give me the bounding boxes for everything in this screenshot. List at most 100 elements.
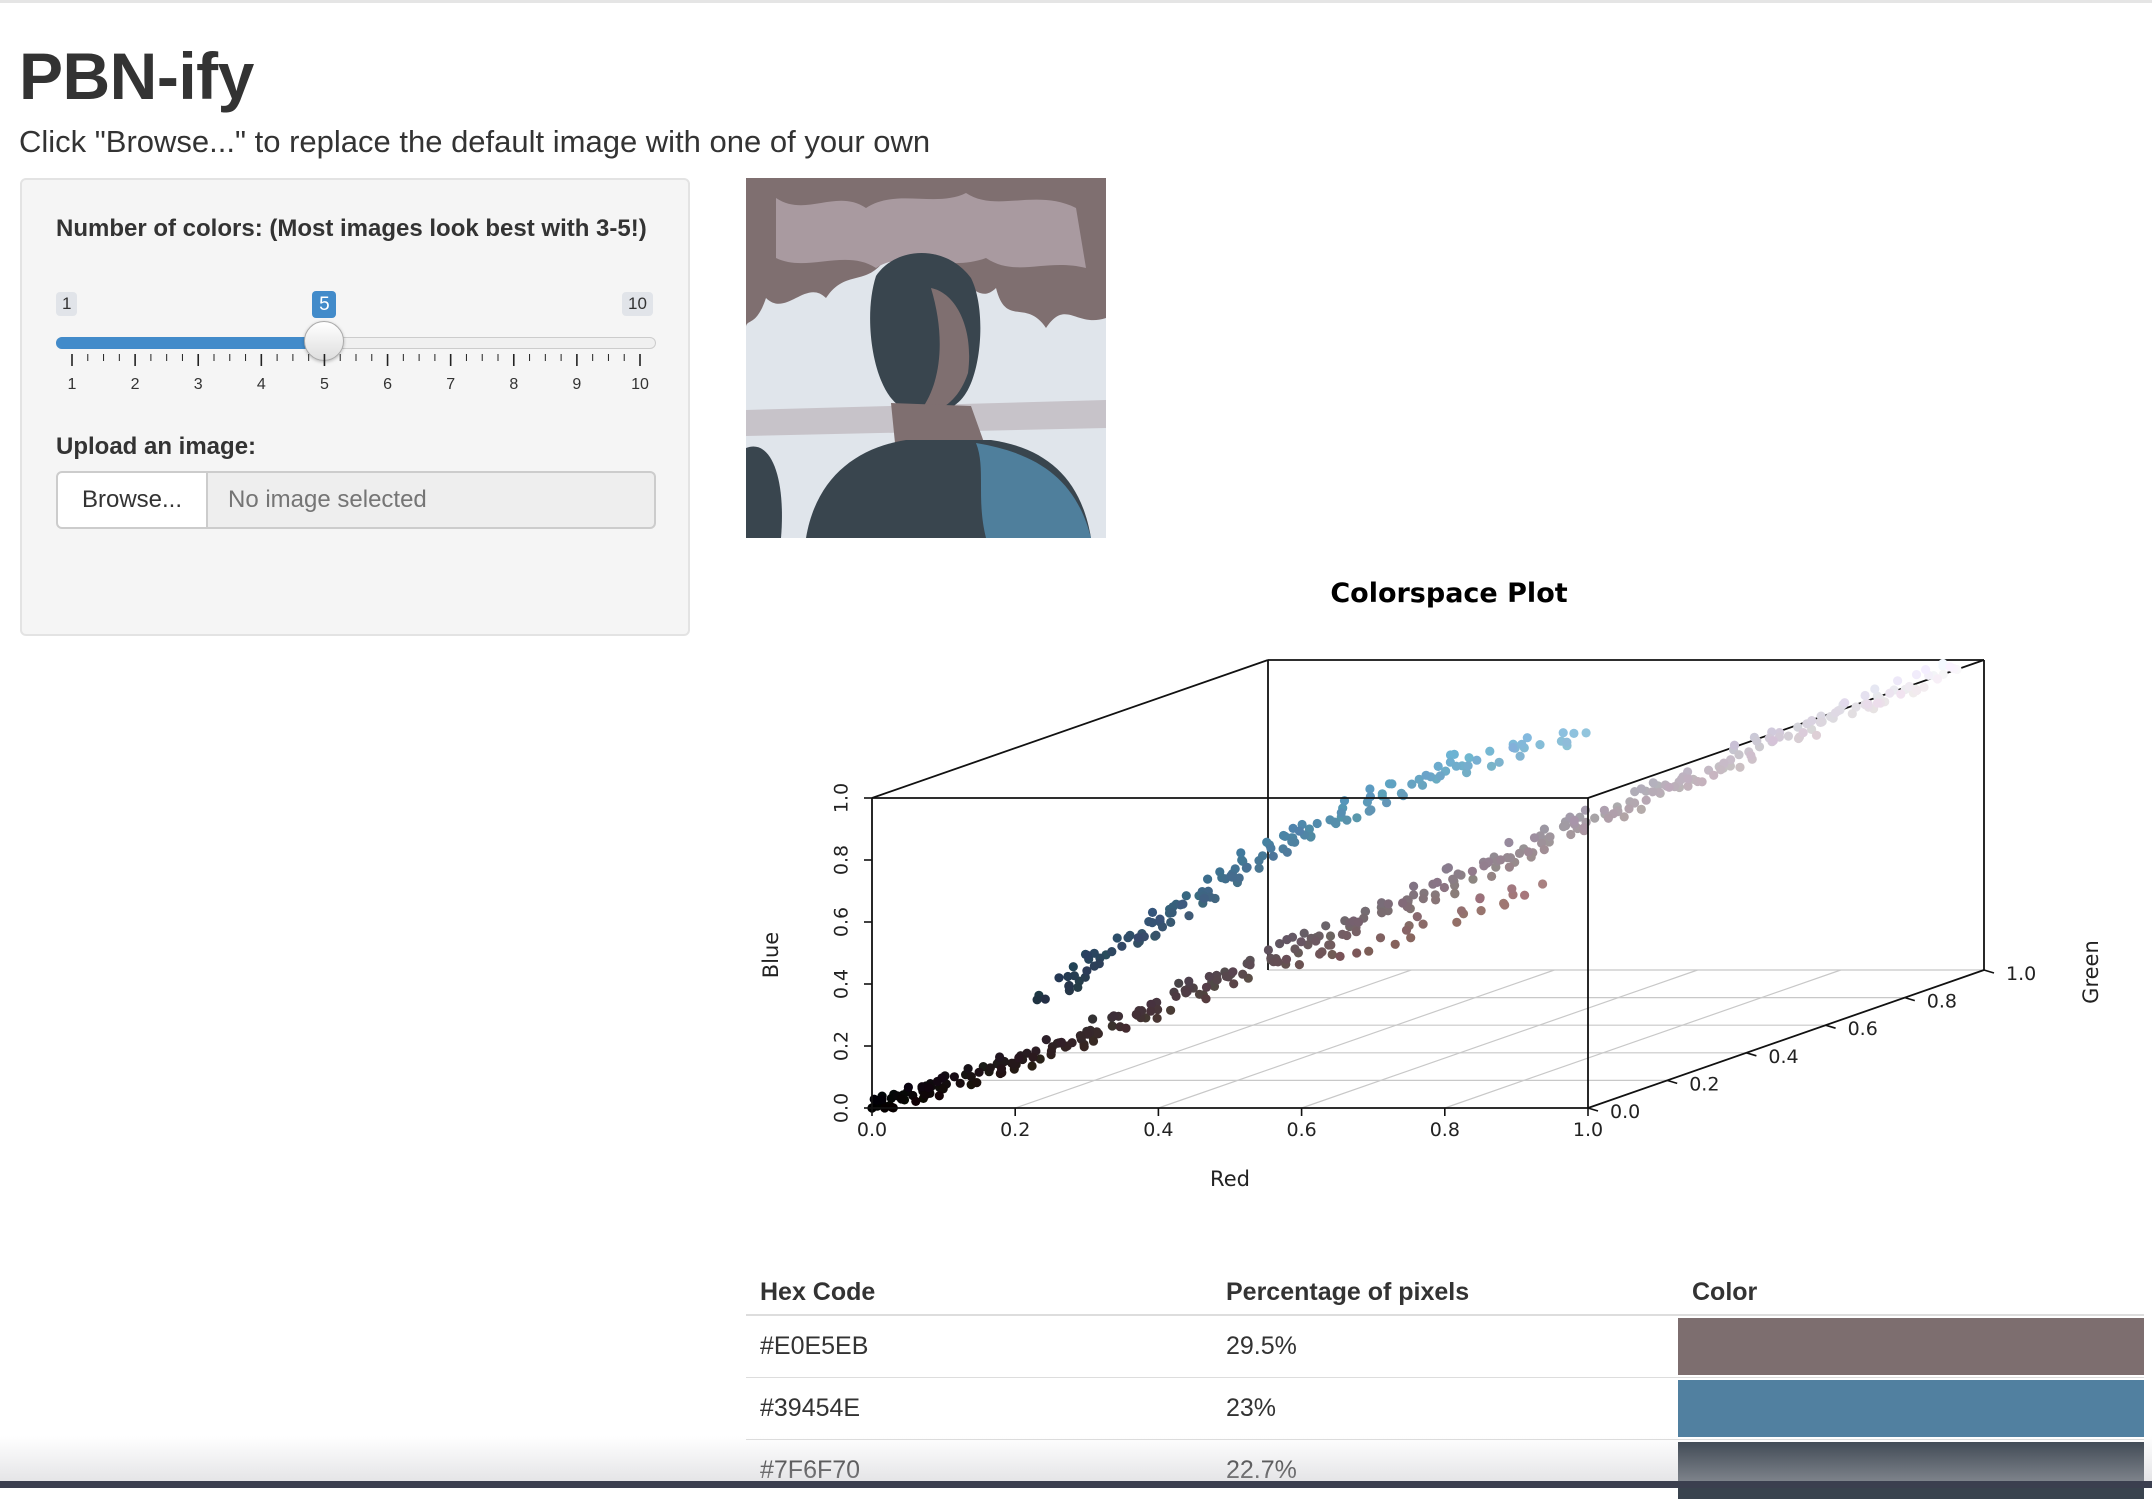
y-tick-label: 0.8 bbox=[831, 845, 853, 875]
data-point bbox=[1847, 709, 1857, 719]
photo-face-highlight bbox=[921, 288, 970, 412]
data-point bbox=[1648, 778, 1658, 788]
photo-foliage-light bbox=[776, 193, 1086, 268]
z-tick-label: 0.4 bbox=[1768, 1046, 1798, 1068]
data-point bbox=[1433, 761, 1443, 771]
browse-button[interactable]: Browse... bbox=[56, 471, 208, 529]
data-point bbox=[911, 1096, 921, 1106]
grid-line bbox=[1158, 969, 1555, 1109]
slider-tick-label: 7 bbox=[446, 376, 455, 393]
data-point bbox=[1630, 798, 1640, 808]
page-subtitle: Click "Browse..." to replace the default… bbox=[19, 124, 931, 159]
data-point bbox=[920, 1090, 930, 1100]
data-point bbox=[1109, 1011, 1119, 1021]
box-edge bbox=[871, 659, 1269, 799]
data-point bbox=[1296, 937, 1306, 947]
data-point bbox=[1364, 946, 1374, 956]
data-point bbox=[1504, 862, 1514, 872]
data-point bbox=[1603, 813, 1613, 823]
data-point bbox=[1500, 900, 1510, 910]
file-name-field[interactable] bbox=[206, 471, 656, 529]
data-point bbox=[1335, 951, 1345, 961]
data-point bbox=[1734, 750, 1744, 760]
y-tick-label: 1.0 bbox=[831, 783, 853, 813]
data-point bbox=[1746, 750, 1756, 761]
data-point bbox=[1412, 912, 1422, 922]
data-point bbox=[1896, 689, 1906, 699]
quantized-image bbox=[746, 178, 1106, 538]
data-point bbox=[1451, 761, 1461, 771]
data-point bbox=[1242, 862, 1252, 872]
data-point bbox=[1938, 658, 1948, 669]
slider-tick-label: 6 bbox=[383, 376, 392, 393]
data-point bbox=[1515, 751, 1525, 761]
data-point bbox=[1082, 950, 1092, 960]
data-point bbox=[1221, 971, 1231, 981]
slider-ticks: 1 2 3 4 5 6 7 8 9 10 bbox=[68, 354, 649, 393]
data-point bbox=[1107, 947, 1117, 957]
data-point bbox=[1664, 782, 1674, 792]
data-point bbox=[1146, 1006, 1156, 1016]
data-point bbox=[949, 1072, 959, 1082]
data-point bbox=[1418, 894, 1428, 904]
data-point bbox=[1486, 761, 1497, 771]
data-point bbox=[1418, 919, 1428, 929]
data-point bbox=[1157, 922, 1168, 932]
top-border bbox=[0, 0, 2152, 3]
data-point bbox=[1538, 879, 1548, 889]
hex-cell: #E0E5EB bbox=[760, 1332, 869, 1360]
data-point bbox=[1082, 966, 1092, 976]
data-point bbox=[1171, 991, 1181, 1001]
data-point bbox=[1353, 917, 1364, 927]
data-point bbox=[1174, 978, 1184, 988]
data-point bbox=[1155, 914, 1165, 924]
data-point bbox=[1648, 787, 1658, 797]
data-point bbox=[1409, 881, 1419, 891]
data-point bbox=[1932, 674, 1943, 684]
header-percentage[interactable]: Percentage of pixels bbox=[1226, 1278, 1470, 1306]
photo-railing bbox=[746, 446, 782, 538]
data-point bbox=[1035, 1054, 1045, 1064]
data-point bbox=[1599, 805, 1609, 815]
data-point bbox=[963, 1064, 973, 1074]
data-point bbox=[1535, 740, 1545, 750]
colorspace-plot: 0.0 0.2 0.4 0.6 0.8 1.0 0.0 0.2 0.4 0.6 0.8 1.0 0.0 0… bbox=[759, 578, 2103, 1191]
data-point bbox=[1375, 933, 1386, 943]
data-point bbox=[1716, 765, 1726, 775]
data-point bbox=[1729, 740, 1740, 750]
header-color[interactable]: Color bbox=[1692, 1278, 1758, 1306]
data-point bbox=[1581, 728, 1591, 738]
slider-tick-label: 10 bbox=[631, 376, 649, 393]
data-point bbox=[1456, 906, 1467, 916]
data-point bbox=[1514, 848, 1525, 858]
data-point bbox=[1752, 736, 1762, 746]
data-point bbox=[1383, 899, 1393, 909]
data-point bbox=[1199, 893, 1209, 903]
color-swatch bbox=[1678, 1380, 2144, 1437]
data-point bbox=[1263, 945, 1273, 955]
x-tick-label: 0.8 bbox=[1430, 1119, 1460, 1141]
slider-min-label: 1 bbox=[56, 292, 78, 316]
data-point bbox=[869, 1094, 879, 1104]
data-point bbox=[1147, 907, 1158, 917]
chart-title: Colorspace Plot bbox=[1330, 578, 1567, 609]
data-point bbox=[1152, 1013, 1162, 1023]
data-point bbox=[955, 1078, 965, 1088]
header-hex-code[interactable]: Hex Code bbox=[760, 1278, 876, 1306]
data-point bbox=[966, 1072, 976, 1082]
data-point bbox=[1485, 746, 1495, 756]
sidebar-panel: Number of colors: (Most images look best… bbox=[20, 178, 690, 636]
data-point bbox=[1870, 684, 1880, 694]
data-point bbox=[1401, 925, 1412, 935]
z-tick bbox=[1666, 1079, 1678, 1085]
data-point bbox=[1464, 753, 1474, 763]
upload-label: Upload an image: bbox=[56, 433, 257, 460]
data-point bbox=[1147, 918, 1157, 928]
data-point bbox=[1683, 781, 1693, 791]
data-point bbox=[1569, 815, 1579, 826]
hex-cell: #39454E bbox=[760, 1394, 861, 1422]
data-point bbox=[1382, 798, 1392, 808]
slider-label: Number of colors: (Most images look best… bbox=[56, 215, 647, 242]
data-point bbox=[1299, 928, 1309, 938]
data-point bbox=[1287, 837, 1297, 847]
